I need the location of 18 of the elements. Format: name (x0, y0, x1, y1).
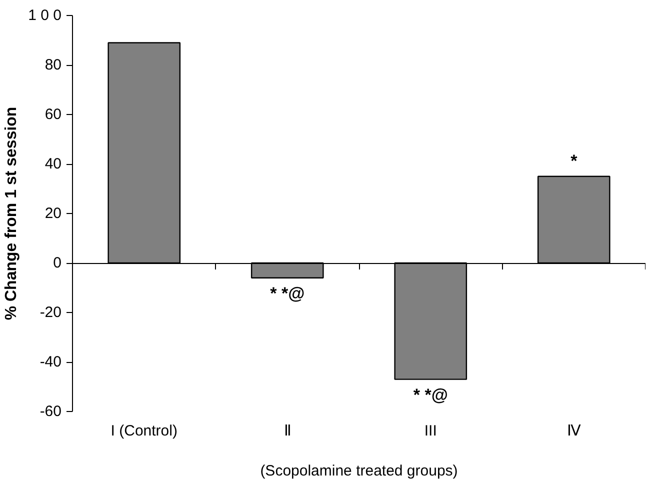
x-axis-title: (Scopolamine treated groups) (260, 462, 458, 480)
x-tick-label: I (Control) (110, 422, 178, 440)
x-tick-label: Ⅳ (566, 422, 581, 440)
y-tick-label: 40 (44, 156, 62, 172)
y-tick-label: 0 (53, 254, 62, 272)
annotation: * *@ (270, 284, 305, 303)
y-tick-label: -40 (40, 354, 62, 370)
x-tick-label: III (424, 422, 437, 440)
annotation: * (570, 151, 578, 170)
y-tick-label: 1 0 0 (28, 7, 62, 24)
y-tick-label: -60 (40, 403, 62, 420)
y-axis-title: % Change from 1 st session (3, 106, 20, 320)
annotation: * *@ (413, 385, 448, 404)
y-tick-label: 80 (44, 56, 62, 74)
y-tick-label: 20 (44, 205, 62, 222)
x-tick-label: Ⅱ (284, 422, 291, 440)
y-tick-label: 60 (44, 106, 62, 123)
y-tick-label: -20 (40, 304, 62, 321)
